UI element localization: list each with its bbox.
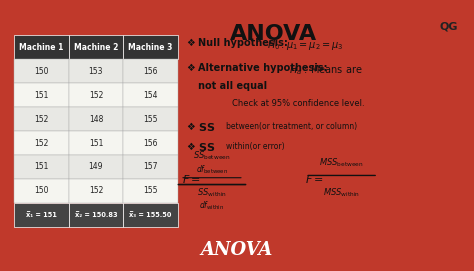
FancyBboxPatch shape [14,59,69,83]
Text: ❖: ❖ [187,38,199,48]
FancyBboxPatch shape [123,155,178,179]
FancyBboxPatch shape [123,179,178,203]
Text: 156: 156 [143,138,158,147]
Text: within(or error): within(or error) [226,143,284,151]
Text: $\mathit{SS}_{\rm between}$: $\mathit{SS}_{\rm between}$ [193,150,231,162]
Text: ❖: ❖ [187,122,199,132]
Text: 154: 154 [143,91,158,100]
FancyBboxPatch shape [14,83,69,107]
Text: $\mathit{df}_{\rm within}$: $\mathit{df}_{\rm within}$ [199,200,225,212]
Text: 149: 149 [89,162,103,172]
Text: x̅₃ = 155.50: x̅₃ = 155.50 [129,212,172,218]
Text: $\mathbf{SS}$: $\mathbf{SS}$ [198,121,216,133]
Text: 152: 152 [89,91,103,100]
Text: $F=$: $F=$ [305,173,324,185]
FancyBboxPatch shape [14,131,69,155]
Text: $\mathit{MSS}_{\rm between}$: $\mathit{MSS}_{\rm between}$ [319,157,364,169]
Text: 150: 150 [34,186,48,195]
Text: $\mathit{SS}_{\rm within}$: $\mathit{SS}_{\rm within}$ [197,186,227,199]
Text: 157: 157 [143,162,158,172]
Text: $F=$: $F=$ [182,173,201,185]
FancyBboxPatch shape [123,59,178,83]
FancyBboxPatch shape [69,107,123,131]
Text: 152: 152 [34,138,48,147]
FancyBboxPatch shape [14,107,69,131]
Text: 148: 148 [89,115,103,124]
Text: 152: 152 [34,115,48,124]
Text: Check at 95% confidence level.: Check at 95% confidence level. [232,99,365,108]
FancyBboxPatch shape [69,179,123,203]
Text: Machine 1: Machine 1 [19,43,64,52]
Text: $\mathbf{SS}$: $\mathbf{SS}$ [198,141,216,153]
FancyBboxPatch shape [123,131,178,155]
FancyBboxPatch shape [69,36,123,59]
Text: Machine 2: Machine 2 [74,43,118,52]
Text: QG: QG [439,22,458,32]
Text: ANOVA: ANOVA [230,24,317,44]
Text: 155: 155 [143,186,158,195]
FancyBboxPatch shape [69,155,123,179]
Text: Alternative hypothesis:: Alternative hypothesis: [198,63,331,73]
Text: $H_a$ : Means are: $H_a$ : Means are [289,63,363,77]
Text: not all equal: not all equal [198,81,267,91]
Text: Machine 3: Machine 3 [128,43,173,52]
Text: ❖: ❖ [187,143,199,153]
FancyBboxPatch shape [69,131,123,155]
Text: 152: 152 [89,186,103,195]
FancyBboxPatch shape [14,203,69,227]
Text: 156: 156 [143,67,158,76]
Text: ❖: ❖ [187,63,199,73]
Text: 151: 151 [34,91,48,100]
FancyBboxPatch shape [14,179,69,203]
Text: $H_0: \mu_1 = \mu_2 = \mu_3$: $H_0: \mu_1 = \mu_2 = \mu_3$ [266,38,343,52]
FancyBboxPatch shape [123,36,178,59]
FancyBboxPatch shape [69,83,123,107]
Text: x̅₁ = 151: x̅₁ = 151 [26,212,57,218]
Text: 151: 151 [89,138,103,147]
Text: ANOVA: ANOVA [201,241,273,259]
Text: 153: 153 [89,67,103,76]
FancyBboxPatch shape [123,83,178,107]
FancyBboxPatch shape [69,59,123,83]
Text: x̅₂ = 150.83: x̅₂ = 150.83 [74,212,117,218]
Text: 150: 150 [34,67,48,76]
Text: $\mathit{df}_{\rm between}$: $\mathit{df}_{\rm between}$ [196,163,228,176]
FancyBboxPatch shape [14,36,69,59]
FancyBboxPatch shape [123,203,178,227]
Text: 155: 155 [143,115,158,124]
FancyBboxPatch shape [14,155,69,179]
Text: $\mathit{MSS}_{\rm within}$: $\mathit{MSS}_{\rm within}$ [323,186,360,199]
Text: Null hypothesis:: Null hypothesis: [198,38,292,48]
Text: 151: 151 [34,162,48,172]
FancyBboxPatch shape [123,107,178,131]
FancyBboxPatch shape [69,203,123,227]
Text: between(or treatment, or column): between(or treatment, or column) [226,122,357,131]
